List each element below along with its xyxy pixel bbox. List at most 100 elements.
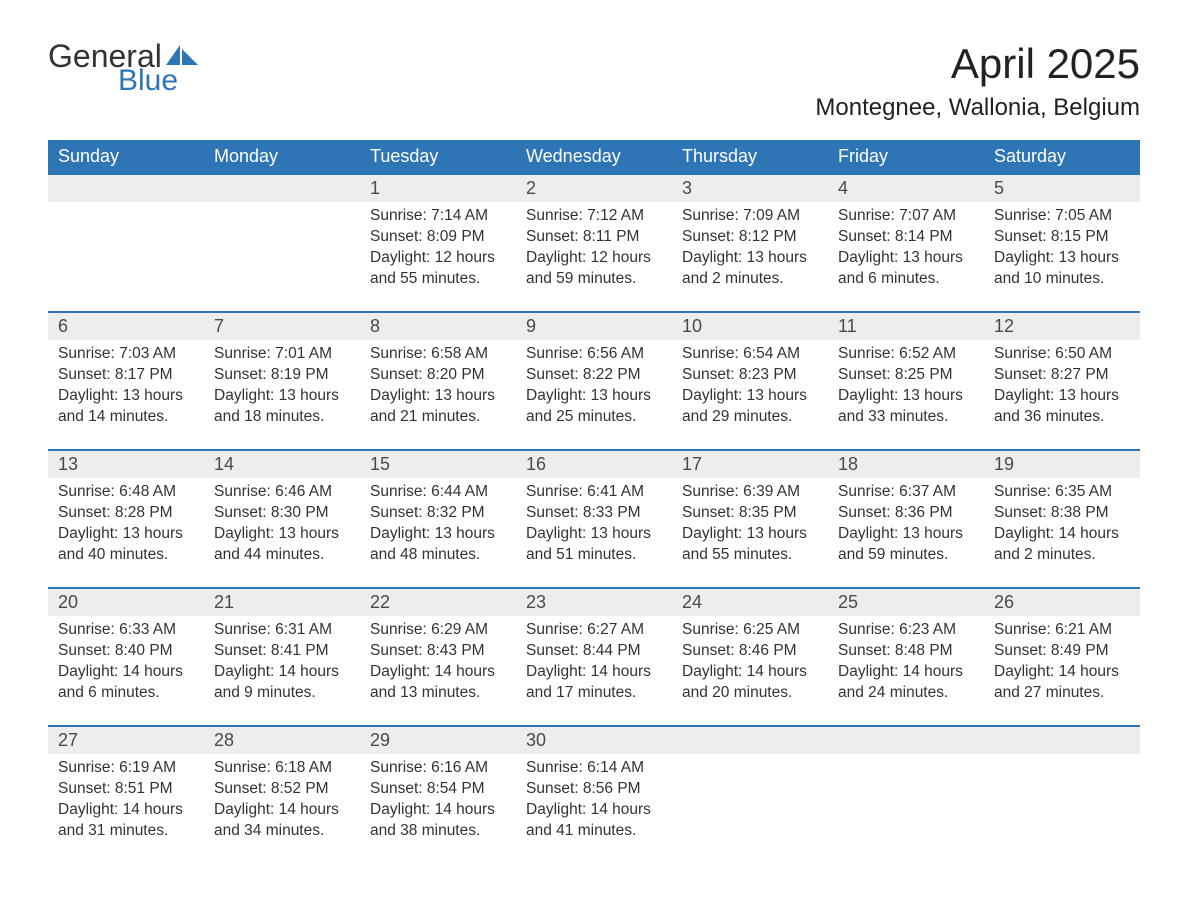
day-data: Sunrise: 6:44 AMSunset: 8:32 PMDaylight:… <box>360 478 516 580</box>
sunrise-line: Sunrise: 6:21 AM <box>994 620 1130 641</box>
day-number: 27 <box>48 727 204 754</box>
day-cell: 21Sunrise: 6:31 AMSunset: 8:41 PMDayligh… <box>204 588 360 726</box>
day-cell: 9 Sunrise: 6:56 AMSunset: 8:22 PMDaylight… <box>516 312 672 450</box>
day-data: Sunrise: 7:12 AMSunset: 8:11 PMDaylight:… <box>516 202 672 304</box>
day-cell: 18Sunrise: 6:37 AMSunset: 8:36 PMDayligh… <box>828 450 984 588</box>
sunrise-line: Sunrise: 7:12 AM <box>526 206 662 227</box>
day-number: 1 <box>360 175 516 202</box>
sunrise-line: Sunrise: 6:56 AM <box>526 344 662 365</box>
day-number: 22 <box>360 589 516 616</box>
daylight-line: Daylight: 14 hours and 24 minutes. <box>838 662 974 704</box>
daylight-line: Daylight: 13 hours and 44 minutes. <box>214 524 350 566</box>
day-cell: 29Sunrise: 6:16 AMSunset: 8:54 PMDayligh… <box>360 726 516 864</box>
day-cell: 28Sunrise: 6:18 AMSunset: 8:52 PMDayligh… <box>204 726 360 864</box>
sunrise-line: Sunrise: 6:41 AM <box>526 482 662 503</box>
day-number: 5 <box>984 175 1140 202</box>
sunset-line: Sunset: 8:52 PM <box>214 779 350 800</box>
sunrise-line: Sunrise: 6:54 AM <box>682 344 818 365</box>
daylight-line: Daylight: 14 hours and 2 minutes. <box>994 524 1130 566</box>
day-number <box>828 727 984 754</box>
daylight-line: Daylight: 14 hours and 6 minutes. <box>58 662 194 704</box>
sunset-line: Sunset: 8:48 PM <box>838 641 974 662</box>
sunset-line: Sunset: 8:49 PM <box>994 641 1130 662</box>
day-number: 10 <box>672 313 828 340</box>
day-cell: 25Sunrise: 6:23 AMSunset: 8:48 PMDayligh… <box>828 588 984 726</box>
daylight-line: Daylight: 13 hours and 14 minutes. <box>58 386 194 428</box>
day-number: 2 <box>516 175 672 202</box>
day-number: 16 <box>516 451 672 478</box>
sunset-line: Sunset: 8:22 PM <box>526 365 662 386</box>
day-cell: 8Sunrise: 6:58 AMSunset: 8:20 PMDaylight… <box>360 312 516 450</box>
sunrise-line: Sunrise: 6:44 AM <box>370 482 506 503</box>
day-data: Sunrise: 6:46 AMSunset: 8:30 PMDaylight:… <box>204 478 360 580</box>
sunrise-line: Sunrise: 6:31 AM <box>214 620 350 641</box>
sunrise-line: Sunrise: 6:37 AM <box>838 482 974 503</box>
day-data <box>828 754 984 793</box>
day-data: Sunrise: 6:33 AMSunset: 8:40 PMDaylight:… <box>48 616 204 718</box>
sunrise-line: Sunrise: 7:05 AM <box>994 206 1130 227</box>
sunset-line: Sunset: 8:27 PM <box>994 365 1130 386</box>
day-number: 18 <box>828 451 984 478</box>
day-data: Sunrise: 7:05 AMSunset: 8:15 PMDaylight:… <box>984 202 1140 304</box>
sunset-line: Sunset: 8:44 PM <box>526 641 662 662</box>
daylight-line: Daylight: 13 hours and 18 minutes. <box>214 386 350 428</box>
day-cell: 4Sunrise: 7:07 AMSunset: 8:14 PMDaylight… <box>828 174 984 312</box>
daylight-line: Daylight: 13 hours and 36 minutes. <box>994 386 1130 428</box>
sunset-line: Sunset: 8:25 PM <box>838 365 974 386</box>
week-row: 27Sunrise: 6:19 AMSunset: 8:51 PMDayligh… <box>48 726 1140 864</box>
day-number: 19 <box>984 451 1140 478</box>
day-number <box>48 175 204 202</box>
day-data: Sunrise: 6:35 AMSunset: 8:38 PMDaylight:… <box>984 478 1140 580</box>
day-data: Sunrise: 6:21 AMSunset: 8:49 PMDaylight:… <box>984 616 1140 718</box>
day-data <box>204 202 360 241</box>
day-number: 9 <box>516 313 672 340</box>
day-number: 28 <box>204 727 360 754</box>
daylight-line: Daylight: 12 hours and 55 minutes. <box>370 248 506 290</box>
day-header: Wednesday <box>516 140 672 174</box>
sunset-line: Sunset: 8:32 PM <box>370 503 506 524</box>
logo-word2: Blue <box>118 66 200 96</box>
day-number: 13 <box>48 451 204 478</box>
daylight-line: Daylight: 14 hours and 27 minutes. <box>994 662 1130 704</box>
day-cell: 3Sunrise: 7:09 AMSunset: 8:12 PMDaylight… <box>672 174 828 312</box>
day-cell: 19Sunrise: 6:35 AMSunset: 8:38 PMDayligh… <box>984 450 1140 588</box>
day-data: Sunrise: 6:50 AMSunset: 8:27 PMDaylight:… <box>984 340 1140 442</box>
sunrise-line: Sunrise: 6:23 AM <box>838 620 974 641</box>
day-cell: 30Sunrise: 6:14 AMSunset: 8:56 PMDayligh… <box>516 726 672 864</box>
day-data: Sunrise: 6:39 AMSunset: 8:35 PMDaylight:… <box>672 478 828 580</box>
sunrise-line: Sunrise: 6:29 AM <box>370 620 506 641</box>
day-data: Sunrise: 6:41 AMSunset: 8:33 PMDaylight:… <box>516 478 672 580</box>
day-header: Monday <box>204 140 360 174</box>
page-header: General Blue April 2025 Montegnee, Wallo… <box>48 40 1140 132</box>
day-header: Sunday <box>48 140 204 174</box>
empty-day-cell <box>828 726 984 864</box>
logo: General Blue <box>48 40 200 96</box>
day-number: 30 <box>516 727 672 754</box>
day-cell: 16Sunrise: 6:41 AMSunset: 8:33 PMDayligh… <box>516 450 672 588</box>
day-data <box>48 202 204 241</box>
sunset-line: Sunset: 8:56 PM <box>526 779 662 800</box>
day-data: Sunrise: 7:09 AMSunset: 8:12 PMDaylight:… <box>672 202 828 304</box>
daylight-line: Daylight: 13 hours and 25 minutes. <box>526 386 662 428</box>
sunrise-line: Sunrise: 6:33 AM <box>58 620 194 641</box>
sunset-line: Sunset: 8:28 PM <box>58 503 194 524</box>
sunrise-line: Sunrise: 6:58 AM <box>370 344 506 365</box>
sunrise-line: Sunrise: 6:52 AM <box>838 344 974 365</box>
day-number: 29 <box>360 727 516 754</box>
sunset-line: Sunset: 8:46 PM <box>682 641 818 662</box>
day-number <box>672 727 828 754</box>
day-data: Sunrise: 6:19 AMSunset: 8:51 PMDaylight:… <box>48 754 204 856</box>
daylight-line: Daylight: 14 hours and 38 minutes. <box>370 800 506 842</box>
day-data: Sunrise: 7:07 AMSunset: 8:14 PMDaylight:… <box>828 202 984 304</box>
daylight-line: Daylight: 12 hours and 59 minutes. <box>526 248 662 290</box>
sunrise-line: Sunrise: 6:16 AM <box>370 758 506 779</box>
day-data: Sunrise: 7:03 AMSunset: 8:17 PMDaylight:… <box>48 340 204 442</box>
empty-day-cell <box>984 726 1140 864</box>
month-title: April 2025 <box>815 40 1140 88</box>
week-row: 6Sunrise: 7:03 AMSunset: 8:17 PMDaylight… <box>48 312 1140 450</box>
day-data: Sunrise: 6:58 AMSunset: 8:20 PMDaylight:… <box>360 340 516 442</box>
sunrise-line: Sunrise: 6:39 AM <box>682 482 818 503</box>
day-number: 24 <box>672 589 828 616</box>
daylight-line: Daylight: 14 hours and 31 minutes. <box>58 800 194 842</box>
day-cell: 23Sunrise: 6:27 AMSunset: 8:44 PMDayligh… <box>516 588 672 726</box>
